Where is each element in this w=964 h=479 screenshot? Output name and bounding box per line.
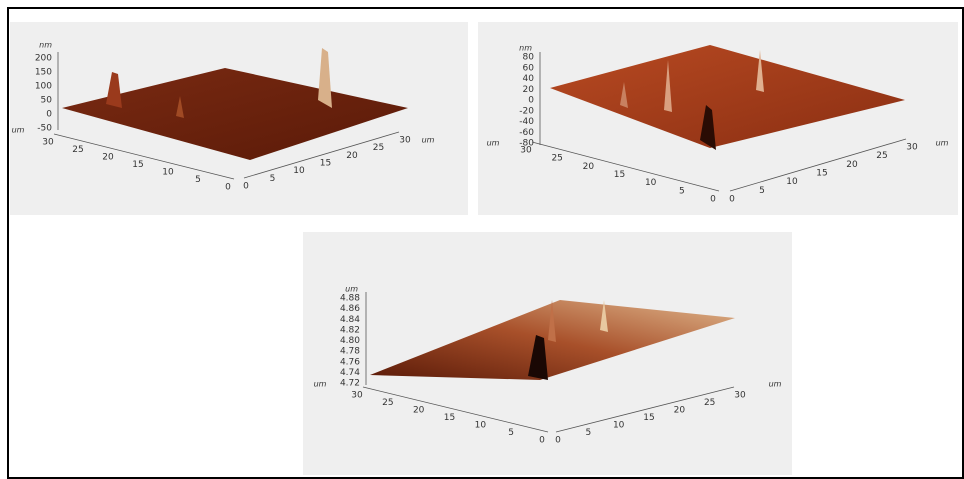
x-tick-label: 20 [346,151,358,161]
y-tick-label: 10 [162,168,174,178]
x-tick-label: 10 [786,177,798,187]
y-tick-label: 5 [195,175,201,185]
axis [531,141,720,192]
z-tick-label: 4.80 [340,336,360,346]
z-tick-label: 4.84 [340,315,360,325]
y-tick-label: 0 [539,436,545,446]
z-tick-label: 4.82 [340,325,360,335]
z-tick-label: 50 [41,96,53,106]
x-tick-label: 25 [373,143,384,153]
axis [362,386,549,433]
axis [555,386,735,433]
x-tick-label: 15 [643,413,654,423]
y-tick-label: 0 [225,183,231,193]
x-tick-label: 0 [729,195,735,205]
z-tick-label: 4.76 [340,357,360,367]
z-tick-label: 150 [35,68,52,78]
axis-unit: um [314,380,327,389]
axis [53,133,235,180]
x-tick-label: 20 [674,406,686,416]
y-tick-label: 5 [508,428,514,438]
x-tick-label: 30 [906,143,918,153]
surface [370,300,735,380]
y-tick-label: 30 [42,138,54,148]
y-tick-label: 0 [710,195,716,205]
y-tick-label: 15 [614,170,625,180]
x-tick-label: 20 [846,160,858,170]
z-tick-label: 4.78 [340,347,360,357]
z-tick-label: 4.88 [340,294,360,304]
y-tick-label: 5 [679,186,685,196]
axis [729,138,907,192]
surface [62,48,408,160]
z-tick-label: -20 [519,106,534,116]
z-tick-label: 0 [528,96,534,106]
x-tick-label: 30 [734,391,746,401]
z-tick-label: -40 [519,117,534,127]
y-tick-label: 30 [520,146,532,156]
z-tick-label: 0 [46,110,52,120]
y-tick-label: 10 [475,421,487,431]
y-tick-label: 25 [551,154,562,164]
z-tick-label: -80 [519,139,534,149]
z-tick-label: 4.86 [340,304,360,314]
y-tick-label: 15 [132,160,143,170]
surface [550,45,905,150]
z-tick-label: 200 [35,54,52,64]
z-tick-label: 4.72 [340,379,360,389]
x-tick-label: 5 [759,186,765,196]
x-tick-label: 15 [320,159,331,169]
x-tick-label: 15 [816,169,827,179]
x-tick-label: 0 [555,436,561,446]
x-tick-label: 25 [876,151,887,161]
z-tick-label: 4.74 [340,368,360,378]
y-tick-label: 15 [444,413,455,423]
z-tick-label: -60 [519,128,534,138]
x-tick-label: 5 [585,428,591,438]
y-tick-label: 20 [413,406,425,416]
y-tick-label: 20 [583,162,595,172]
x-tick-label: 10 [293,166,305,176]
z-tick-label: 100 [35,82,52,92]
z-unit: um [345,285,358,294]
y-tick-label: 30 [351,391,363,401]
x-tick-label: 30 [399,136,411,146]
z-tick-label: 40 [523,74,535,84]
z-tick-label: -50 [37,124,52,134]
y-tick-label: 20 [102,153,114,163]
x-tick-label: 25 [704,398,715,408]
axis [243,131,400,179]
y-tick-label: 25 [72,145,83,155]
axis-unit: um [422,136,435,145]
axis-unit: um [12,126,25,135]
x-tick-label: 5 [270,174,276,184]
y-tick-label: 10 [645,178,657,188]
z-unit: nm [519,44,532,53]
z-tick-label: 20 [523,85,535,95]
x-tick-label: 0 [243,182,249,192]
z-tick-label: 60 [523,63,535,73]
x-tick-label: 10 [613,421,625,431]
y-tick-label: 25 [382,398,393,408]
axis-unit: um [487,139,500,148]
axis-unit: um [769,380,782,389]
axis-unit: um [936,139,949,148]
z-unit: nm [39,41,52,50]
z-tick-label: 80 [523,53,535,63]
